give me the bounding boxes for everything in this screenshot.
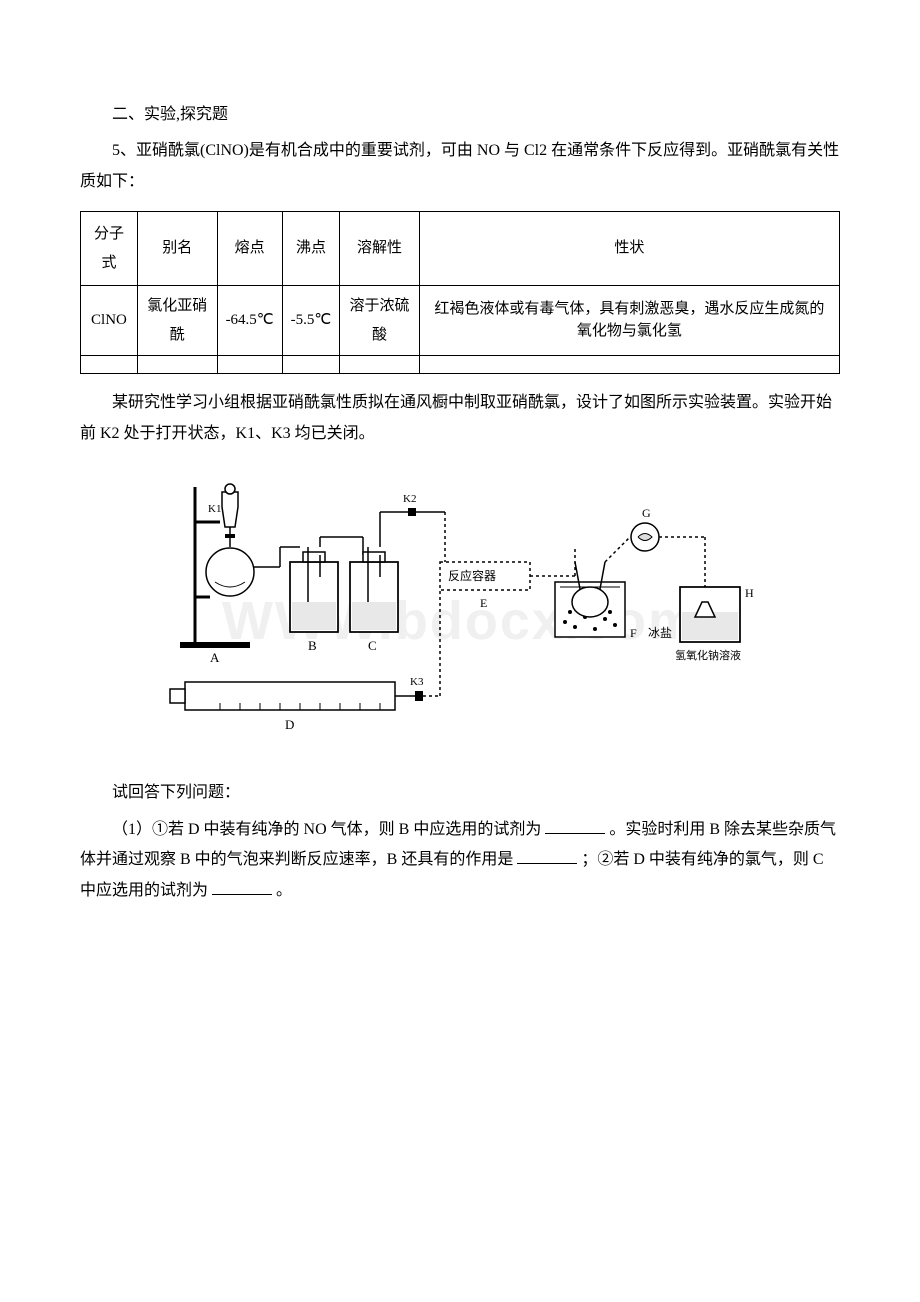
td-state: 红褐色液体或有毒气体，具有刺激恶臭，遇水反应生成氮的氧化物与氯化氢 — [419, 286, 839, 356]
sep-funnel-top — [225, 484, 235, 494]
stand-base — [180, 642, 250, 648]
th-solubility: 溶解性 — [340, 212, 420, 286]
th-alias: 别名 — [137, 212, 217, 286]
paragraph-after-table: 某研究性学习小组根据亚硝酰氯性质拟在通风橱中制取亚硝酰氯，设计了如图所示实验装置… — [80, 388, 840, 449]
properties-table: 分子式 别名 熔点 沸点 溶解性 性状 ClNO 氯化亚硝酰 -64.5℃ -5… — [80, 211, 840, 374]
label-d: D — [285, 717, 294, 732]
blank-3 — [212, 879, 272, 895]
q1-part1: （1）①若 D 中装有纯净的 NO 气体，则 B 中应选用的试剂为 — [112, 821, 541, 838]
blank-2 — [517, 848, 577, 864]
c-liquid — [352, 602, 396, 630]
td-alias: 氯化亚硝酰 — [137, 286, 217, 356]
prompt-heading: 试回答下列问题： — [80, 778, 840, 808]
inner-flask — [572, 587, 608, 617]
question-1: （1）①若 D 中装有纯净的 NO 气体，则 B 中应选用的试剂为 。实验时利用… — [80, 815, 840, 906]
stopcock — [225, 534, 235, 538]
label-reaction-vessel: 反应容器 — [448, 568, 496, 583]
th-formula: 分子式 — [81, 212, 138, 286]
section-heading: 二、实验,探究题 — [80, 100, 840, 130]
label-h: H — [745, 586, 754, 600]
td-melting: -64.5℃ — [217, 286, 282, 356]
valve-k2 — [408, 508, 416, 516]
label-k1-area: K1 — [208, 503, 221, 515]
td-solubility: 溶于浓硫酸 — [340, 286, 420, 356]
empty-cell — [282, 356, 340, 374]
syringe-plunger — [170, 689, 185, 703]
label-k3: K3 — [410, 676, 424, 688]
bottle-b-neck — [303, 552, 325, 562]
q1-part4: 。 — [276, 882, 292, 899]
empty-cell — [419, 356, 839, 374]
empty-cell — [340, 356, 420, 374]
apparatus-svg: K1 — [160, 467, 760, 747]
th-state: 性状 — [419, 212, 839, 286]
th-boiling: 沸点 — [282, 212, 340, 286]
label-naoh: 氢氧化钠溶液 — [675, 648, 741, 662]
dash-to-g — [605, 537, 630, 562]
valve-k3 — [415, 691, 423, 701]
td-boiling: -5.5℃ — [282, 286, 340, 356]
b-liquid — [292, 602, 336, 630]
round-flask — [206, 548, 254, 596]
td-formula: ClNO — [81, 286, 138, 356]
sep-funnel — [222, 492, 238, 527]
q5-intro: 5、亚硝酰氯(ClNO)是有机合成中的重要试剂，可由 NO 与 Cl2 在通常条… — [80, 136, 840, 197]
bottle-c-neck — [363, 552, 385, 562]
label-e: E — [480, 596, 487, 610]
label-a: A — [210, 650, 220, 665]
label-g: G — [642, 506, 651, 520]
apparatus-diagram: K1 — [80, 467, 840, 758]
blank-1 — [545, 818, 605, 834]
label-b: B — [308, 638, 317, 653]
empty-cell — [217, 356, 282, 374]
empty-cell — [81, 356, 138, 374]
empty-cell — [137, 356, 217, 374]
label-c: C — [368, 638, 377, 653]
syringe-body — [185, 682, 395, 710]
th-melting: 熔点 — [217, 212, 282, 286]
label-f: F — [630, 626, 637, 640]
label-k2: K2 — [403, 493, 416, 505]
label-ice-salt: 冰盐 — [648, 626, 672, 640]
